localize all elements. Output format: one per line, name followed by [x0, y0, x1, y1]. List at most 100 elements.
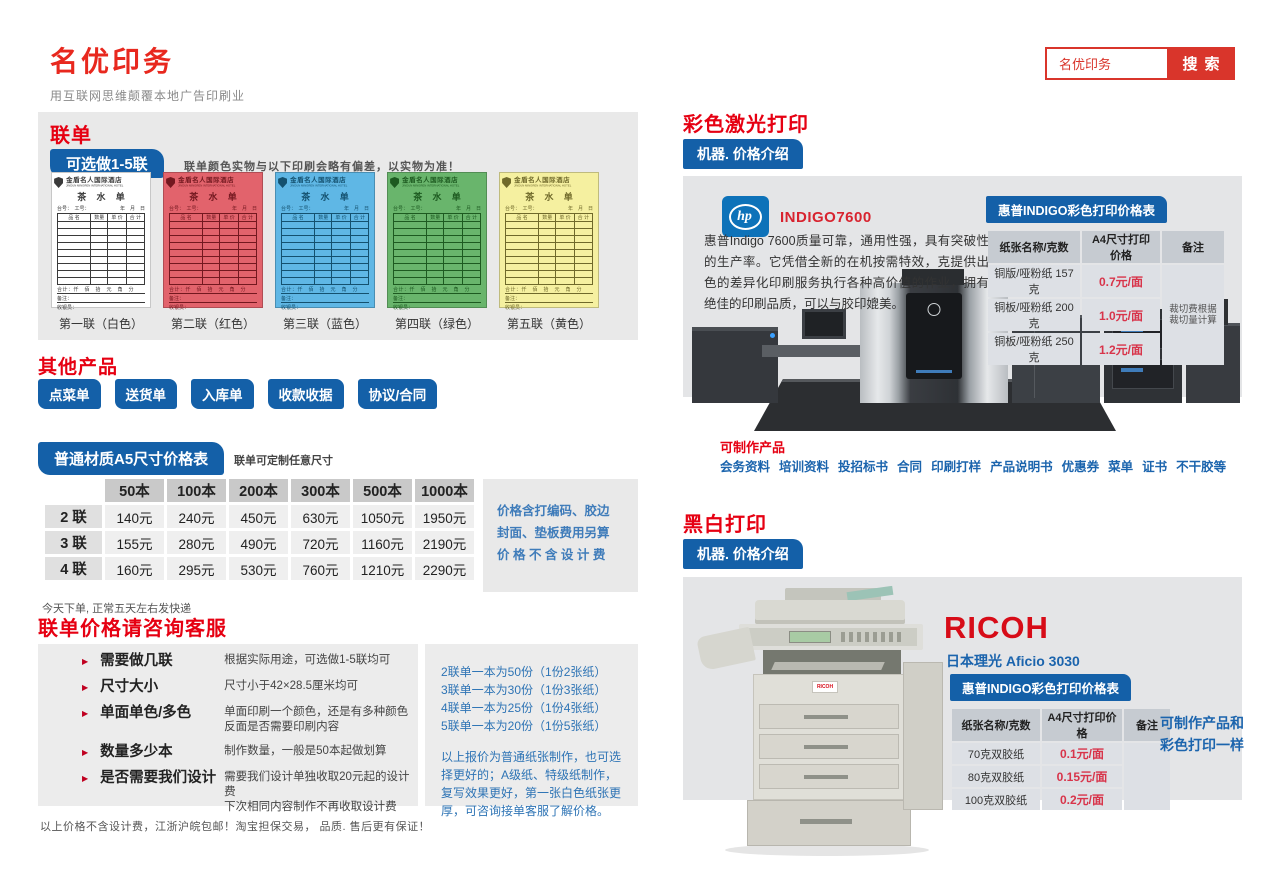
ricoh-price-table: 纸张名称/克数 A4尺寸打印价格 备注 70克双胶纸 0.1元/面 80克双胶纸… — [950, 707, 1172, 812]
price-cell: 720元 — [291, 531, 350, 554]
copier-paper-tray — [759, 764, 899, 789]
paper-cell: 铜板/哑粉纸 250克 — [988, 333, 1080, 365]
paper-info-line: 3联单一本为30份（1份3张纸） — [441, 683, 607, 697]
price-cell: 450元 — [229, 505, 288, 528]
receipt-form: 金盾名人国际酒店 JINDUN MINGREN INTERNATIONAL HO… — [163, 172, 263, 311]
copier-paper-tray — [759, 734, 899, 759]
paper-cell: 铜版/哑粉纸 157克 — [988, 265, 1080, 297]
row-header: 3 联 — [45, 531, 102, 554]
column-header: A4尺寸打印价格 — [1042, 709, 1122, 741]
logo-text: 名优印务 — [50, 46, 175, 77]
paper-info-lines: 2联单一本为50份（1份2张纸） 3联单一本为30份（1份3张纸） 4联单一本为… — [441, 663, 638, 735]
product-link[interactable]: 会务资料 — [720, 460, 771, 474]
receipt-title: 茶 水 单 — [301, 192, 353, 202]
hotel-name-en: JINDUN MINGREN INTERNATIONAL HOTEL — [402, 183, 460, 188]
column-header: 纸张名称/克数 — [988, 231, 1080, 263]
qa-item: ▶ 是否需要我们设计 需要我们设计单独收取20元起的设计费 下次相同内容制作不再… — [38, 770, 418, 815]
receipt-cashier-line: 收银员： — [281, 305, 302, 311]
receipt-form: 金盾名人国际酒店 JINDUN MINGREN INTERNATIONAL HO… — [387, 172, 487, 311]
price-side-note: 价格含打编码、胶边 封面、垫板费用另算 价 格 不 含 设 计 费 — [483, 479, 638, 592]
paper-cell: 80克双胶纸 — [952, 766, 1040, 787]
machine-price-badge: 机器. 价格介绍 — [683, 539, 803, 569]
paper-info-line: 4联单一本为25份（1份4张纸） — [441, 701, 607, 715]
price-cell: 2190元 — [415, 531, 474, 554]
hp-description: 惠普Indigo 7600质量可靠，通用性强，具有突破性的生产率。它凭借全新的在… — [704, 234, 989, 311]
paper-info-paragraph: 以上报价为普通纸张制作，也可选择更好的；A级纸、特级纸制作，复写效果更好，第一张… — [441, 750, 622, 818]
price-cell: 0.2元/面 — [1042, 789, 1122, 810]
column-header: 1000本 — [415, 479, 474, 502]
receipt-title: 茶 水 单 — [189, 192, 241, 202]
qa-item: ▶ 尺寸大小 尺寸小于42×28.5厘米均可 — [38, 679, 418, 696]
corner-cell — [45, 479, 102, 502]
column-header: 纸张名称/克数 — [952, 709, 1040, 741]
product-chip-button[interactable]: 点菜单 — [38, 379, 101, 409]
section-title-consult: 联单价格请咨询客服 — [38, 618, 227, 640]
qa-item: ▶ 单面单色/多色 单面印刷一个颜色，还是有多种颜色 反面是否需要印刷内容 — [38, 705, 418, 735]
product-link[interactable]: 产品说明书 — [990, 460, 1053, 474]
qa-answer: 单面印刷一个颜色，还是有多种颜色 反面是否需要印刷内容 — [224, 706, 409, 733]
column-header: 500本 — [353, 479, 412, 502]
product-link[interactable]: 印刷打样 — [931, 460, 982, 474]
row-header: 4 联 — [45, 557, 102, 580]
section-title-color-print: 彩色激光打印 — [683, 114, 809, 136]
product-link[interactable]: 不干胶等 — [1176, 460, 1227, 474]
ricoh-copier-image: RICOH — [696, 585, 945, 860]
qa-question: 是否需要我们设计 — [100, 770, 217, 786]
receipt-remark-line: 备注： — [505, 295, 593, 303]
paper-cell: 铜板/哑粉纸 200克 — [988, 299, 1080, 331]
hotel-shield-icon — [502, 177, 512, 188]
hp-logo-icon: hp — [722, 196, 769, 237]
product-chip-button[interactable]: 协议/合同 — [357, 379, 438, 409]
hp-price-table-block: 惠普INDIGO彩色打印价格表 纸张名称/克数 A4尺寸打印价格 备注 铜版/哑… — [986, 196, 1226, 367]
receipt-fields-left: 台号： 工号： — [281, 206, 314, 212]
product-link[interactable]: 优惠券 — [1061, 460, 1100, 474]
qa-question: 需要做几联 — [100, 653, 173, 669]
section-title-bw-print: 黑白打印 — [683, 514, 767, 536]
table-row: 70克双胶纸 0.1元/面 — [952, 743, 1170, 810]
receipt-remark-line: 备注： — [281, 295, 369, 303]
receipt-form-label: 第五联（黄色） — [506, 317, 591, 331]
table-row: 铜版/哑粉纸 157克 0.7元/面 裁切费根据 裁切量计算 — [988, 265, 1224, 365]
price-cell: 155元 — [105, 531, 164, 554]
hotel-shield-icon — [278, 177, 288, 188]
search-input[interactable] — [1047, 49, 1167, 78]
product-chip-button[interactable]: 送货单 — [114, 379, 177, 409]
product-link[interactable]: 证书 — [1142, 460, 1168, 474]
price-cell: 490元 — [229, 531, 288, 554]
printer-led — [770, 333, 775, 338]
search-button[interactable]: 搜索 — [1167, 49, 1233, 78]
receipt-cashier-line: 收银员： — [57, 305, 78, 311]
product-chip-button[interactable]: 入库单 — [191, 379, 254, 409]
receipt-title: 茶 水 单 — [413, 192, 465, 202]
receipt-form-wrap: 金盾名人国际酒店 JINDUN MINGREN INTERNATIONAL HO… — [493, 172, 605, 332]
receipt-total-line: 合计：仟 佰 拾 元 角 分 — [281, 286, 369, 294]
receipt-form-wrap: 金盾名人国际酒店 JINDUN MINGREN INTERNATIONAL HO… — [45, 172, 157, 332]
product-link[interactable]: 培训资料 — [779, 460, 830, 474]
product-chip-button[interactable]: 收款收据 — [267, 379, 344, 409]
product-link[interactable]: 菜单 — [1108, 460, 1134, 474]
table-row: 铜板/哑粉纸 250克 1.2元/面 — [988, 333, 1224, 365]
qa-item: ▶ 数量多少本 制作数量，一般是50本起做划算 — [38, 744, 418, 761]
price-cell: 630元 — [291, 505, 350, 528]
receipt-samples-panel: 联单 可选做1-5联 联单颜色实物与以下印刷会略有偏差，以实物为准！ 金盾名人国… — [38, 112, 638, 340]
price-cell: 0.1元/面 — [1042, 743, 1122, 764]
ricoh-side-note: 可制作产品和 彩色打印一样 — [1160, 715, 1244, 753]
triangle-bullet-icon: ▶ — [82, 774, 89, 783]
product-link[interactable]: 投招标书 — [838, 460, 889, 474]
hotel-shield-icon — [166, 177, 176, 188]
column-header: 备注 — [1162, 231, 1224, 263]
product-link[interactable]: 合同 — [897, 460, 923, 474]
receipt-fields-left: 台号： 工号： — [505, 206, 538, 212]
receipt-cashier-line: 收银员： — [505, 305, 526, 311]
price-cell: 1.2元/面 — [1082, 333, 1160, 365]
price-cell: 1.0元/面 — [1082, 299, 1160, 331]
qa-answer: 尺寸小于42×28.5厘米均可 — [224, 680, 359, 692]
column-header: 备注 — [1124, 709, 1170, 741]
paper-cell: 100克双胶纸 — [952, 789, 1040, 810]
makeable-products-title: 可制作产品 — [720, 440, 786, 455]
receipt-table: 品 名 数量 单 价 合 计 — [504, 213, 594, 285]
price-table-badge: 普通材质A5尺寸价格表 — [38, 442, 225, 475]
price-cell: 2290元 — [415, 557, 474, 580]
price-table: 50本 100本 200本 300本 500本 1000本 2 联 140元 2… — [42, 476, 477, 583]
copier-adf — [755, 600, 905, 624]
